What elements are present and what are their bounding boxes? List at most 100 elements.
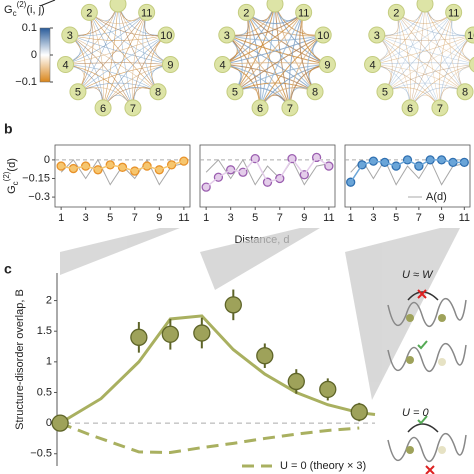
- graph-node: [94, 99, 112, 117]
- colorbar: [39, 27, 51, 83]
- node-label: 8: [312, 87, 318, 99]
- graph-edge: [89, 12, 105, 108]
- graph-node: [468, 56, 474, 73]
- graph-edge: [384, 3, 426, 92]
- graph-edge: [259, 3, 276, 108]
- graph-edge: [222, 62, 328, 66]
- plot-frame: [344, 144, 471, 208]
- graph-edge: [396, 12, 441, 108]
- node-label: 9: [167, 59, 173, 71]
- graph-edge: [65, 12, 147, 65]
- graph-edge: [226, 34, 291, 109]
- graph-edge: [89, 12, 171, 65]
- x-tick-label: 7: [416, 212, 422, 224]
- graph-edge: [65, 62, 171, 65]
- graph-edge: [288, 12, 305, 108]
- y-tick-label: 1.5: [37, 325, 52, 337]
- y-tick-label: 2: [46, 294, 52, 306]
- graph-edge: [372, 62, 474, 65]
- graph-edge: [77, 34, 167, 92]
- graph-node: [445, 3, 463, 21]
- graph-edge: [226, 34, 324, 41]
- graph-edge: [396, 12, 474, 37]
- legend-label: U = 0 (theory × 3): [280, 460, 366, 472]
- graph-edge: [424, 3, 466, 92]
- graph-edge: [102, 3, 119, 108]
- graph-node: [431, 99, 449, 117]
- panel-label: b: [4, 121, 13, 137]
- node-label: 10: [317, 30, 329, 42]
- graph-edge: [234, 34, 324, 93]
- graph-node: [281, 99, 299, 117]
- node-label: 2: [393, 7, 399, 19]
- x-tick-label: 7: [277, 212, 283, 224]
- graph-node: [364, 56, 382, 74]
- graph-edge: [396, 12, 474, 64]
- graph-edge: [376, 34, 441, 108]
- graph-node: [69, 83, 87, 101]
- graph-edge: [424, 3, 441, 108]
- graph-edge: [89, 12, 134, 108]
- graph-edge: [409, 12, 454, 108]
- graph-edge: [89, 12, 159, 92]
- x-tick-label: 1: [348, 212, 354, 224]
- graph-edge: [234, 3, 276, 93]
- graph-edge: [89, 12, 167, 37]
- node-label: 10: [467, 30, 474, 42]
- graph-edge: [77, 3, 119, 92]
- node-label: 7: [287, 103, 293, 115]
- x-tick-label: 1: [203, 212, 209, 224]
- legend-label: A(d): [426, 191, 447, 203]
- graph-edge: [69, 12, 147, 37]
- node-label: 5: [382, 87, 388, 99]
- x-tick-label: 5: [252, 212, 258, 224]
- graph-edge: [65, 34, 167, 65]
- y-tick-label: 0: [46, 417, 52, 429]
- schematic-label: U = 0: [402, 407, 429, 419]
- graph-edge: [246, 12, 324, 37]
- graph-edge: [245, 12, 291, 109]
- graph-edge: [222, 64, 316, 93]
- graph-node: [80, 3, 98, 21]
- data-point: [350, 403, 368, 421]
- node-label: 6: [100, 103, 106, 115]
- colorbar-label: Gc(2)(i, j): [4, 0, 45, 18]
- node-label: 10: [160, 30, 172, 42]
- node-label: 8: [155, 87, 161, 99]
- graph-edge: [246, 12, 304, 24]
- graph-edge: [102, 12, 147, 108]
- node-label: 3: [224, 30, 230, 42]
- graph-edge: [77, 12, 147, 92]
- node-label: 3: [67, 30, 73, 42]
- node-label: 4: [219, 59, 225, 71]
- graph-edge: [409, 3, 426, 108]
- graph-edge: [69, 34, 134, 108]
- graph-edge: [372, 64, 466, 92]
- graph-node: [138, 3, 156, 21]
- graph-edge: [234, 64, 328, 93]
- graph-edge: [226, 12, 304, 37]
- x-tick-label: 9: [301, 212, 307, 224]
- graph-node: [295, 3, 313, 21]
- graph-node: [214, 56, 232, 74]
- graph-node: [387, 3, 405, 21]
- data-point: [287, 372, 305, 391]
- graph-edge: [396, 12, 466, 92]
- graph-edge: [372, 12, 454, 65]
- y-tick-label: 1: [46, 356, 52, 368]
- graph-edge: [274, 3, 316, 93]
- graph-node: [124, 99, 142, 117]
- colorbar-tick-label: 0.1: [22, 22, 37, 34]
- node-label: 8: [462, 87, 468, 99]
- x-tick-label: 3: [228, 212, 234, 224]
- graphs: 234567891011234567891011234567891011: [57, 0, 474, 117]
- x-tick-label: 9: [439, 212, 445, 224]
- data-point: [161, 325, 179, 343]
- graph-edge: [384, 12, 454, 92]
- graph-edge: [396, 12, 454, 24]
- graph-edge: [65, 64, 159, 92]
- plot-frame: [199, 144, 336, 208]
- x-tick-label: 7: [132, 212, 138, 224]
- series-line: [350, 159, 465, 183]
